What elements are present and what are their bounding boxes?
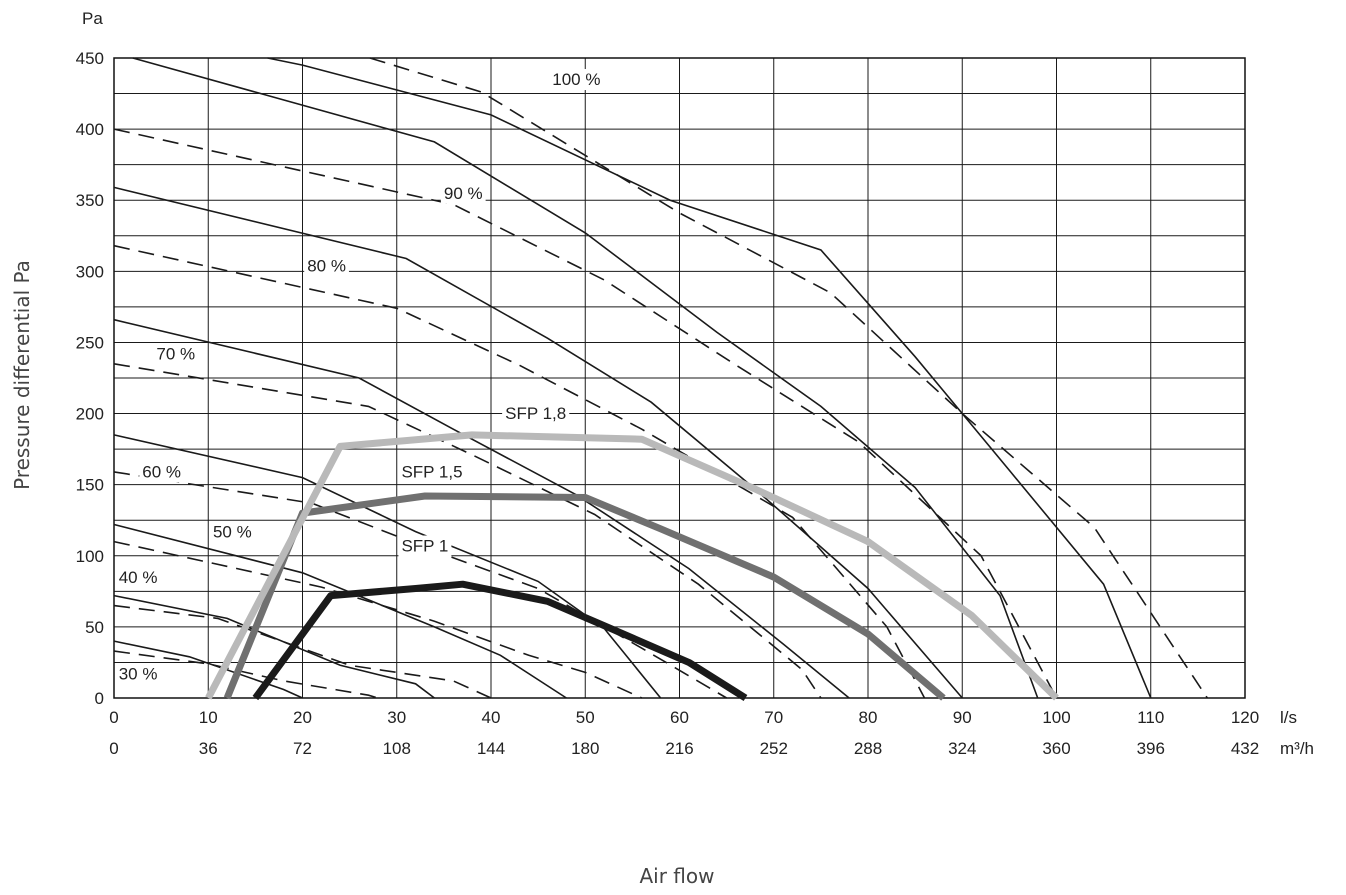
y-tick-label-8: 400 bbox=[76, 120, 104, 139]
fan-curve-label-6-text: 40 % bbox=[119, 568, 158, 587]
x-tick-secondary-label-11: 396 bbox=[1137, 739, 1165, 758]
plot-frame bbox=[113, 57, 1246, 699]
sfp-curves bbox=[205, 431, 1059, 701]
x-tick-label-12: 120 bbox=[1231, 708, 1259, 727]
fan-curve-label-0-bg bbox=[549, 69, 604, 91]
sfp-curve-0 bbox=[252, 580, 748, 701]
fan-curve-label-0: 100 % bbox=[549, 69, 604, 91]
fan-curve-dashed-2 bbox=[113, 244, 926, 699]
x-tick-label-8: 80 bbox=[859, 708, 878, 727]
fan-curve-label-1-text: 90 % bbox=[444, 184, 483, 203]
fan-curve-label-2: 80 % bbox=[304, 255, 349, 277]
fan-curve-label-5-text: 50 % bbox=[213, 522, 252, 541]
fan-curve-label-1: 90 % bbox=[440, 182, 486, 204]
sfp-curve-label-1-bg bbox=[398, 461, 466, 483]
sfp-curve-2 bbox=[205, 431, 1059, 701]
fan-curve-solid-5 bbox=[113, 523, 567, 699]
fan-curve-label-4-bg bbox=[139, 461, 185, 483]
fan-curve-label-5: 50 % bbox=[209, 521, 255, 543]
fan-curve-label-5-bg bbox=[209, 521, 255, 543]
y-unit-label: Pa bbox=[82, 9, 103, 28]
x-tick-label-4: 40 bbox=[482, 708, 501, 727]
x-tick-secondary-label-2: 72 bbox=[293, 739, 312, 758]
x-tick-secondary-label-0: 0 bbox=[109, 739, 118, 758]
x-tick-label-3: 30 bbox=[387, 708, 406, 727]
fan-curve-dashed-3 bbox=[113, 363, 822, 699]
sfp-curve-label-0-bg bbox=[398, 535, 452, 557]
sfp-curve-label-2-text: SFP 1,8 bbox=[505, 404, 566, 423]
fan-curve-dashed-5 bbox=[113, 540, 643, 699]
y-tick-label-7: 350 bbox=[76, 191, 104, 210]
y-tick-label-3: 150 bbox=[76, 476, 104, 495]
fan-curve-dashed-6 bbox=[113, 604, 492, 699]
x-tick-secondary-label-1: 36 bbox=[199, 739, 218, 758]
sfp-curve-label-1-text: SFP 1,5 bbox=[401, 463, 462, 482]
fan-curve-solid-1 bbox=[132, 57, 1039, 699]
fan-curve-label-4: 60 % bbox=[139, 461, 185, 483]
sfp-curve-label-2-bg bbox=[502, 403, 570, 425]
x-tick-label-1: 10 bbox=[199, 708, 218, 727]
x-tick-label-0: 0 bbox=[109, 708, 118, 727]
fan-curve-dashed-4 bbox=[113, 471, 728, 699]
y-tick-label-1: 50 bbox=[85, 618, 104, 637]
fan-curve-label-2-text: 80 % bbox=[307, 256, 346, 275]
fan-curve-label-3: 70 % bbox=[153, 343, 199, 365]
fan-curve-label-7: 30 % bbox=[115, 663, 161, 685]
y-tick-label-9: 450 bbox=[76, 49, 104, 68]
sfp-curve-label-0-text: SFP 1 bbox=[401, 537, 448, 556]
fan-curve-label-1-bg bbox=[440, 182, 486, 204]
fan-curve-dashed-7 bbox=[113, 650, 379, 699]
y-tick-label-5: 250 bbox=[76, 333, 104, 352]
fan-curve-label-0-text: 100 % bbox=[552, 70, 600, 89]
x-tick-secondary-label-10: 360 bbox=[1042, 739, 1070, 758]
fan-curve-label-3-bg bbox=[153, 343, 199, 365]
x-secondary-unit-label: m³/h bbox=[1280, 739, 1314, 758]
fan-curve-solid-4 bbox=[113, 434, 662, 699]
x-tick-label-9: 90 bbox=[953, 708, 972, 727]
fan-curve-label-7-text: 30 % bbox=[119, 665, 158, 684]
x-primary-unit-label: l/s bbox=[1280, 708, 1297, 727]
fan-curve-label-3-text: 70 % bbox=[156, 345, 195, 364]
x-tick-secondary-label-6: 216 bbox=[665, 739, 693, 758]
fan-curve-label-2-bg bbox=[304, 255, 349, 277]
fan-curve-label-7-bg bbox=[115, 663, 161, 685]
x-tick-secondary-label-8: 288 bbox=[854, 739, 882, 758]
x-tick-secondary-label-5: 180 bbox=[571, 739, 599, 758]
x-tick-label-6: 60 bbox=[670, 708, 689, 727]
sfp-curve-label-1: SFP 1,5 bbox=[398, 461, 466, 483]
sfp-curve-1 bbox=[223, 492, 946, 701]
x-tick-secondary-label-9: 324 bbox=[948, 739, 976, 758]
x-tick-label-2: 20 bbox=[293, 708, 312, 727]
x-tick-secondary-label-12: 432 bbox=[1231, 739, 1259, 758]
x-tick-secondary-label-4: 144 bbox=[477, 739, 505, 758]
y-tick-label-6: 300 bbox=[76, 262, 104, 281]
fan-curve-solid-3 bbox=[113, 318, 850, 699]
fan-curve-label-6-bg bbox=[115, 566, 161, 588]
fan-curve-dashed-1 bbox=[113, 128, 1058, 699]
sfp-curve-label-0: SFP 1 bbox=[398, 535, 452, 557]
sfp-curve-label-2: SFP 1,8 bbox=[502, 403, 570, 425]
fan-curve-solid-0 bbox=[267, 57, 1152, 699]
fan-speed-curves bbox=[113, 57, 1208, 699]
x-tick-label-11: 110 bbox=[1137, 708, 1164, 727]
x-axis-title: Air flow bbox=[639, 864, 714, 888]
x-tick-secondary-label-7: 252 bbox=[760, 739, 788, 758]
axis-ticks: 0501001502002503003504004500010362072301… bbox=[76, 49, 1260, 758]
fan-curve-label-6: 40 % bbox=[115, 566, 161, 588]
y-tick-label-0: 0 bbox=[95, 689, 104, 708]
x-tick-label-10: 100 bbox=[1042, 708, 1070, 727]
fan-curve-label-4-text: 60 % bbox=[142, 463, 181, 482]
y-tick-label-4: 200 bbox=[76, 405, 104, 424]
curve-labels: 100 % 90 % 80 % 70 % 60 % 50 % 40 % 30 % SFP 1 SF… bbox=[115, 69, 604, 685]
y-tick-label-2: 100 bbox=[76, 547, 104, 566]
x-tick-secondary-label-3: 108 bbox=[383, 739, 411, 758]
fan-curve-solid-2 bbox=[113, 186, 963, 699]
y-axis-title: Pressure differential Pa bbox=[10, 260, 34, 490]
x-tick-label-7: 70 bbox=[764, 708, 783, 727]
x-tick-label-5: 50 bbox=[576, 708, 595, 727]
chart-grid bbox=[113, 57, 1246, 699]
fan-curve-solid-6 bbox=[113, 594, 435, 699]
